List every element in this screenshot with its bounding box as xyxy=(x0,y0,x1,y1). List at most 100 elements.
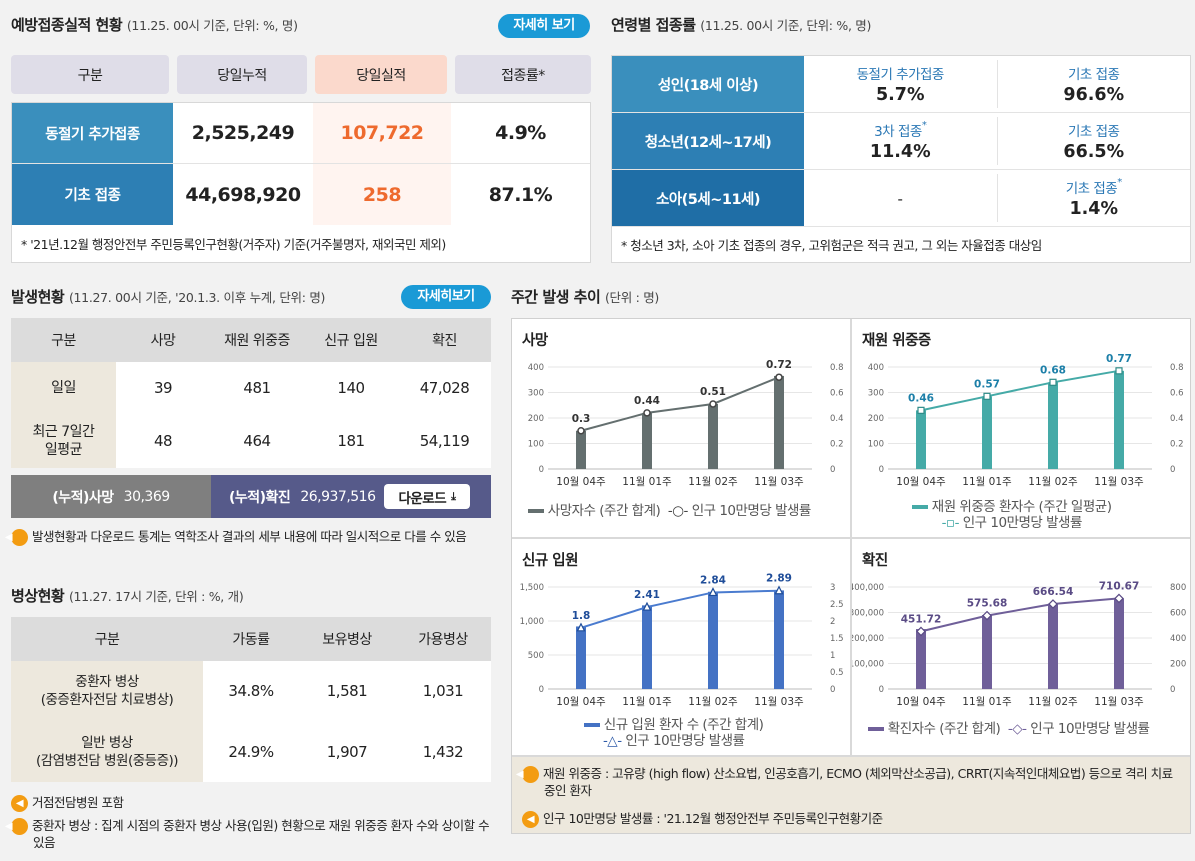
x-tick-label: 11월 03주 xyxy=(754,476,804,488)
y2-tick-label: 0.8 xyxy=(1170,363,1184,373)
data-label: 0.72 xyxy=(766,359,792,371)
y2-tick-label: 2.5 xyxy=(830,600,844,610)
line-point xyxy=(709,400,717,408)
legend-line-swatch: -▫- xyxy=(941,515,960,531)
vaccination-row-basic: 기초 접종 44,698,920 258 87.1% xyxy=(12,164,590,225)
beds-header: 가동률 xyxy=(232,632,270,648)
y-tick-label: 0 xyxy=(539,685,544,695)
y-tick-label: 300,000 xyxy=(852,609,884,619)
age-rate-subtitle: (11.25. 00시 기준, 단위: %, 명) xyxy=(700,18,872,33)
age-cell: - xyxy=(804,174,998,222)
data-label: 2.84 xyxy=(700,574,726,586)
y2-tick-label: 0.6 xyxy=(1170,389,1184,399)
line-point xyxy=(642,601,652,611)
y-tick-label: 400,000 xyxy=(852,583,884,593)
chart-admission: 신규 입원 0 500 1,000 1,500 0 0.5 1 1.5 2 2.5 3 10월 04주… xyxy=(512,539,850,755)
occ-header: 확진 xyxy=(432,333,457,349)
x-tick-label: 10월 04주 xyxy=(556,696,606,708)
beds-table: 구분 가동률 보유병상 가용병상 중환자 병상 (중증환자전담 치료병상) 34… xyxy=(11,617,491,782)
bar xyxy=(642,605,652,689)
vaccination-header-daily: 당일실적 xyxy=(315,55,447,94)
data-label: 0.51 xyxy=(700,386,726,398)
line-point xyxy=(774,585,784,595)
legend-bar-swatch xyxy=(584,723,600,727)
x-tick-label: 11월 03주 xyxy=(1094,696,1144,708)
x-tick-label: 11월 03주 xyxy=(754,696,804,708)
beds-cell: 1,031 xyxy=(422,682,464,700)
occ-header: 신규 입원 xyxy=(324,333,378,349)
occurrence-table: 구분 사망 재원 위중증 신규 입원 확진 일일 39 481 140 47,0… xyxy=(11,318,491,468)
occ-row-label: 최근 7일간 일평균 xyxy=(32,424,95,458)
x-tick-label: 10월 04주 xyxy=(896,476,946,488)
y2-tick-label: 1 xyxy=(830,651,835,661)
occ-header: 사망 xyxy=(150,333,176,349)
row-label: 기초 접종 xyxy=(12,164,173,225)
beds-note: ◀ 거점전담병원 포함 xyxy=(11,792,124,812)
series-line xyxy=(920,597,1120,633)
y2-tick-label: 2 xyxy=(830,617,835,627)
daily-value: 107,722 xyxy=(313,103,451,163)
line-point xyxy=(982,610,992,621)
beds-cell: 34.8% xyxy=(228,682,274,700)
beds-note: ◀ 중환자 병상 : 집계 시점의 중환자 병상 사용(입원) 현황으로 재원 위… xyxy=(4,818,490,850)
y2-tick-label: 0.6 xyxy=(830,389,844,399)
speaker-icon: ◀ xyxy=(11,795,28,812)
y-tick-label: 200,000 xyxy=(852,634,884,644)
cumulative-death-bar: (누적)사망 30,369 xyxy=(11,475,211,518)
data-label: 0.46 xyxy=(908,392,934,404)
line-point xyxy=(775,373,783,381)
download-icon: ⤓ xyxy=(451,489,456,503)
x-tick-label: 11월 02주 xyxy=(688,476,738,488)
data-label: 0.44 xyxy=(634,395,660,407)
chart-legend: 확진자수 (주간 합계) -◇- 인구 10만명당 발생률 xyxy=(868,717,1150,737)
x-tick-label: 11월 02주 xyxy=(1028,696,1078,708)
data-label: 575.68 xyxy=(967,598,1008,610)
age-row-teen: 청소년(12세~17세) 3차 접종* 11.4% 기초 접종 66.5% xyxy=(612,113,1190,170)
y-tick-label: 1,000 xyxy=(520,617,544,627)
line-point xyxy=(1048,599,1058,609)
legend-bar-swatch xyxy=(528,509,544,513)
y2-tick-label: 0.8 xyxy=(830,363,844,373)
chart-confirmed: 확진 0 100,000 200,000 300,000 400,000 0 200 400 6… xyxy=(852,539,1190,755)
vaccination-note: * '21년.12월 행정안전부 주민등록인구현황(거주자) 기준(거주불명자,… xyxy=(21,237,446,252)
vaccination-detail-button[interactable]: 자세히 보기 xyxy=(498,14,590,38)
chart-death-svg: 0 100 200 300 400 0 0.2 0.4 0.6 0.8 10월 04주 11월 01주… xyxy=(528,359,844,488)
line-point xyxy=(708,587,718,597)
beds-title: 병상현황 (11.27. 17시 기준, 단위 : %, 개) xyxy=(11,587,244,605)
y-tick-label: 400 xyxy=(528,363,544,373)
beds-header: 가용병상 xyxy=(418,632,468,648)
y2-tick-label: 0 xyxy=(1170,685,1175,695)
chart-confirmed-svg: 0 100,000 200,000 300,000 400,000 0 200 400 600 8… xyxy=(852,580,1186,708)
y2-tick-label: 0 xyxy=(830,465,835,475)
speaker-icon: ◀ xyxy=(5,818,28,835)
rate-value: 4.9% xyxy=(495,122,546,144)
y2-tick-label: 800 xyxy=(1170,583,1186,593)
vaccination-header-rate: 접종률* xyxy=(455,55,591,94)
bar xyxy=(982,396,992,469)
y-tick-label: 100 xyxy=(868,440,884,450)
speaker-icon: ◀ xyxy=(522,811,539,828)
bar xyxy=(708,403,718,469)
data-label: 0.68 xyxy=(1040,364,1066,376)
y2-tick-label: 3 xyxy=(830,583,835,593)
chart-title: 확진 xyxy=(862,553,888,569)
weekly-note: ◀ 재원 위중증 : 고유량 (high flow) 산소요법, 인공호흡기, E… xyxy=(515,766,1173,798)
vaccination-header-cumulative: 당일누적 xyxy=(177,55,307,94)
weekly-notes: ◀ 재원 위중증 : 고유량 (high flow) 산소요법, 인공호흡기, E… xyxy=(512,757,1190,833)
occurrence-detail-button[interactable]: 자세히보기 xyxy=(401,285,491,309)
line-point xyxy=(1115,367,1123,375)
age-rate-note: * 청소년 3차, 소아 기초 접종의 경우, 고위험군은 적극 권고, 그 외… xyxy=(621,238,1042,253)
weekly-note: ◀ 인구 10만명당 발생률 : '21.12월 행정안전부 주민등록인구현황기준 xyxy=(522,808,1182,828)
occ-header: 재원 위중증 xyxy=(224,333,290,349)
y2-tick-label: 1.5 xyxy=(830,634,844,644)
beds-subtitle: (11.27. 17시 기준, 단위 : %, 개) xyxy=(68,589,244,604)
occ-cell: 140 xyxy=(337,379,365,397)
y-tick-label: 100,000 xyxy=(852,660,884,670)
bar xyxy=(576,430,586,469)
download-button[interactable]: 다운로드 ⤓ xyxy=(384,484,470,509)
y2-tick-label: 400 xyxy=(1170,634,1186,644)
age-cell: 동절기 추가접종 5.7% xyxy=(804,60,998,108)
y2-tick-label: 0.2 xyxy=(1170,440,1184,450)
age-row-adult: 성인(18세 이상) 동절기 추가접종 5.7% 기초 접종 96.6% xyxy=(612,56,1190,113)
x-tick-label: 11월 01주 xyxy=(962,476,1012,488)
